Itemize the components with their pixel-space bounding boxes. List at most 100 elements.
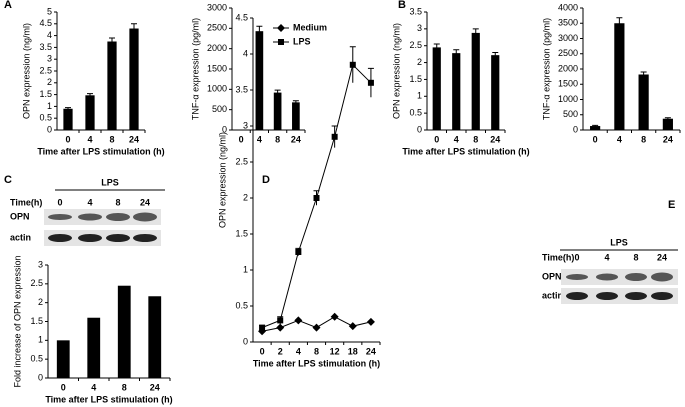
error-bar xyxy=(292,100,299,104)
y-tick-label: 2.5 xyxy=(39,65,52,75)
error-bar xyxy=(592,124,599,127)
blot-band xyxy=(596,273,618,281)
y-tick-label: 4.5 xyxy=(39,18,52,28)
y-tick-label: 3 xyxy=(417,23,422,33)
y-tick-label: 3.5 xyxy=(235,84,248,94)
row-label: actin xyxy=(10,232,31,242)
y-tick-label: 4.5 xyxy=(235,12,248,22)
y-tick-label: 1500 xyxy=(558,79,578,89)
y-tick-label: 0.5 xyxy=(30,354,43,364)
y-tick-label: 2 xyxy=(47,77,52,87)
marker xyxy=(313,195,320,201)
x-tick-label: 8 xyxy=(275,134,280,144)
x-tick-label: 8 xyxy=(122,382,127,392)
panel-letter: E xyxy=(668,199,675,211)
y-tick-label: 3.5 xyxy=(409,6,422,16)
x-tick-label: 24 xyxy=(366,346,376,356)
lane-label: 8 xyxy=(115,197,120,207)
y-axis-label: TNF-α expression (pg/ml) xyxy=(190,18,200,120)
legend-label: LPS xyxy=(293,36,311,46)
y-tick-label: 0 xyxy=(243,336,248,346)
row-label: OPN xyxy=(10,211,30,221)
treatment-label: LPS xyxy=(610,237,628,247)
x-tick-label: 18 xyxy=(348,346,358,356)
blot-band xyxy=(48,214,72,220)
error-bar xyxy=(492,51,499,58)
x-tick-label: 0 xyxy=(65,134,70,144)
bar xyxy=(662,118,673,130)
x-tick-label: 4 xyxy=(257,134,262,144)
y-tick-label: 4 xyxy=(47,30,52,40)
error-bar xyxy=(472,28,479,37)
blot-band xyxy=(625,273,647,281)
y-tick-label: 2 xyxy=(38,297,43,307)
error-bar xyxy=(664,117,671,120)
blot-band xyxy=(651,272,673,282)
x-tick-label: 4 xyxy=(87,134,92,144)
legend-marker xyxy=(278,39,284,45)
y-tick-label: 0 xyxy=(38,372,43,382)
y-tick-label: 1 xyxy=(38,335,43,345)
y-tick-label: 2.5 xyxy=(30,278,43,288)
y-tick-label: 1.5 xyxy=(39,89,52,99)
bar xyxy=(292,102,300,130)
marker xyxy=(277,317,284,324)
y-tick-label: 1.5 xyxy=(30,316,43,326)
treatment-label: LPS xyxy=(101,177,119,187)
blot-band xyxy=(78,234,102,242)
y-tick-label: 4000 xyxy=(558,2,578,12)
x-axis-label: Time after LPS stimulation (h) xyxy=(37,146,164,156)
error-bar xyxy=(65,107,71,110)
lane-label: 24 xyxy=(140,197,150,207)
x-tick-label: 8 xyxy=(641,134,646,144)
bar xyxy=(148,296,162,378)
marker xyxy=(312,323,321,332)
y-tick-label: 1 xyxy=(243,264,248,274)
lane-label: 8 xyxy=(633,252,638,262)
blot-band xyxy=(48,234,72,242)
x-tick-label: 4 xyxy=(454,134,459,144)
x-tick-label: 0 xyxy=(61,382,66,392)
bar xyxy=(63,108,73,130)
x-tick-label: 24 xyxy=(129,134,139,144)
y-tick-label: 1.5 xyxy=(235,228,248,238)
y-tick-label: 1000 xyxy=(207,84,227,94)
y-tick-label: 5 xyxy=(47,6,52,16)
blot-bg xyxy=(561,269,678,285)
y-tick-label: 3500 xyxy=(558,18,578,28)
y-tick-label: 2 xyxy=(243,192,248,202)
lane-label: 4 xyxy=(604,252,609,262)
y-tick-label: 0.5 xyxy=(409,108,422,118)
y-tick-label: 1 xyxy=(47,101,52,111)
marker xyxy=(294,316,303,325)
y-tick-label: 4 xyxy=(243,48,248,58)
y-tick-label: 1 xyxy=(417,91,422,101)
y-tick-label: 3 xyxy=(47,54,52,64)
error-bar xyxy=(131,23,137,34)
bar xyxy=(452,53,461,131)
marker xyxy=(366,317,375,326)
time-label: Time(h) xyxy=(542,252,574,262)
y-tick-label: 2000 xyxy=(558,63,578,73)
panel-letter: B xyxy=(398,0,406,11)
bar xyxy=(85,95,95,130)
blot-band xyxy=(106,213,130,221)
bar xyxy=(117,285,131,378)
lane-label: 0 xyxy=(574,252,579,262)
lane-label: 0 xyxy=(57,197,62,207)
legend-label: Medium xyxy=(293,22,327,32)
blot-band xyxy=(651,292,673,300)
x-axis-label: Time after LPS stimulation (h) xyxy=(45,394,172,404)
blot-band xyxy=(78,213,102,221)
y-axis-label: OPN expression (ng/ml) xyxy=(21,23,31,119)
x-tick-label: 8 xyxy=(109,134,114,144)
blot-bg xyxy=(44,209,161,225)
bar xyxy=(87,317,101,378)
marker xyxy=(367,79,374,86)
y-tick-label: 500 xyxy=(563,109,578,119)
x-tick-label: 8 xyxy=(314,346,319,356)
panel-letter: D xyxy=(262,174,270,186)
y-tick-label: 3 xyxy=(38,259,43,269)
marker xyxy=(331,133,338,140)
blot-band xyxy=(133,212,157,222)
